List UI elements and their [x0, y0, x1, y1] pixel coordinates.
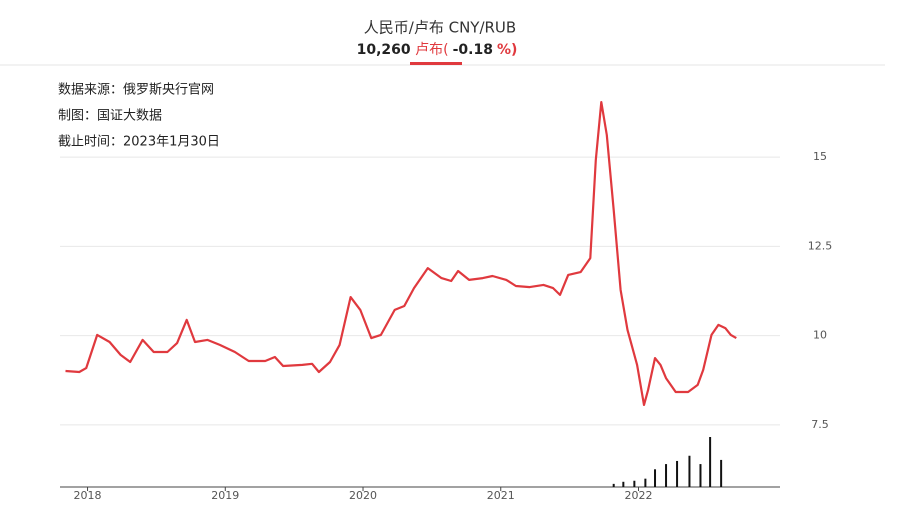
- volume-bar: [676, 460, 679, 487]
- volume-bar: [654, 469, 657, 487]
- y-tick-label: 7.5: [811, 418, 829, 431]
- volume-bar: [612, 483, 615, 487]
- x-tick-label: 2018: [74, 489, 102, 502]
- x-tick-label: 2019: [211, 489, 239, 502]
- chart-title: 人民币/卢布 CNY/RUB: [364, 19, 516, 37]
- chart-subtitle: 10,260 卢布( -0.18%): [357, 42, 518, 58]
- x-tick-label: 2022: [624, 489, 652, 502]
- volume-bar: [622, 481, 625, 487]
- volume-bar: [644, 478, 647, 487]
- volume-bar: [709, 437, 712, 487]
- y-tick-label: 10: [813, 329, 827, 342]
- note: 制图：国证大数据: [58, 109, 162, 124]
- note: 截止时间：2023年1月30日: [58, 135, 220, 150]
- price: 10,260: [357, 42, 411, 58]
- volume-bar: [720, 459, 723, 487]
- tab-underline: [410, 62, 462, 65]
- y-tick-label: 15: [813, 150, 827, 163]
- change: -0.18: [453, 42, 493, 58]
- unit: 卢布(: [415, 42, 448, 58]
- volume-bar: [665, 464, 668, 487]
- x-tick-label: 2021: [487, 489, 515, 502]
- x-tick-label: 2020: [349, 489, 377, 502]
- y-tick-label: 12.5: [808, 239, 833, 252]
- volume-bar: [633, 480, 636, 487]
- note: 数据来源：俄罗斯央行官网: [58, 82, 214, 98]
- volume-bar: [688, 455, 691, 487]
- percent: %): [497, 42, 517, 58]
- volume-bar: [699, 464, 702, 487]
- price-line: [65, 101, 737, 406]
